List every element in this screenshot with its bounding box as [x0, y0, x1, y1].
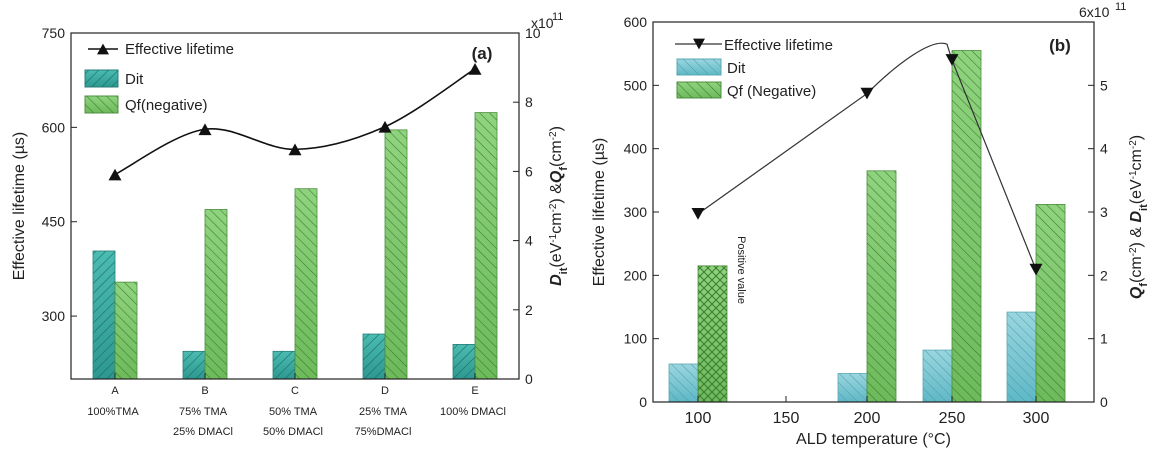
- dit-bar-hatch-b: [1007, 312, 1036, 402]
- right-tick-label-b: 1: [1100, 331, 1108, 347]
- lifetime-point-a: [468, 63, 482, 75]
- x-sublabel-a: 50% DMACl: [263, 426, 323, 438]
- qf-bar-hatch-b: [952, 50, 981, 402]
- left-axis-label-b: Effective lifetime (µs): [591, 138, 608, 287]
- right-tick-label-a: 4: [525, 233, 533, 249]
- lifetime-line-a: [114, 68, 476, 176]
- right-tick-label-a: 0: [525, 371, 533, 387]
- lifetime-point-b: [860, 87, 874, 100]
- right-axis-label-a: Dit(eV-1cm-2) &Qf(cm-2): [548, 126, 571, 286]
- panel-label-b: (b): [1049, 36, 1071, 55]
- legend-marker-b: [693, 38, 705, 50]
- lifetime-point-a: [288, 143, 302, 156]
- legend-swatch-dit-hatch-b: [677, 59, 721, 75]
- dit-bar-hatch-a: [183, 351, 205, 379]
- right-axis-label-b: Qf(cm-2) & Dit(eV-1cm-2): [1128, 135, 1151, 299]
- qf-bar-hatch-b: [867, 170, 896, 402]
- left-tick-label-a: 300: [42, 308, 66, 324]
- right-multiplier-b: 6x10: [1079, 4, 1110, 20]
- annotation-positive-value: Positive value: [735, 236, 747, 304]
- legend-swatch-dit-hatch-a: [85, 70, 118, 87]
- right-tick-label-a: 8: [525, 94, 533, 110]
- legend-swatch-qf-hatch-a: [85, 96, 118, 113]
- left-tick-label-b: 400: [624, 141, 648, 157]
- x-sublabel-a: 75%DMACl: [355, 426, 412, 438]
- legend-marker-a: [97, 43, 109, 55]
- left-tick-label-b: 0: [639, 394, 647, 410]
- x-axis-label-b: ALD temperature (°C): [796, 431, 951, 448]
- legend-label-lifetime-a: Effective lifetime: [125, 41, 234, 58]
- right-tick-label-b: 2: [1100, 267, 1108, 283]
- left-tick-label-b: 600: [624, 14, 648, 30]
- legend-label-lifetime-b: Effective lifetime: [724, 37, 833, 54]
- x-tick-label-b: 150: [773, 410, 800, 427]
- qf-bar-hatch-a: [385, 129, 407, 379]
- x-tick-label-a: C: [291, 385, 299, 397]
- qf-bar-hatch-a: [475, 112, 497, 379]
- x-tick-label-b: 250: [939, 410, 966, 427]
- dit-bar-hatch-a: [93, 250, 115, 379]
- qf-bar-hatch-a: [295, 188, 317, 379]
- right-tick-label-a: 6: [525, 163, 533, 179]
- right-multiplier-exp-b: 11: [1115, 1, 1126, 13]
- qf-bar-hatch-b: [698, 265, 727, 402]
- legend-label-dit-b: Dit: [727, 60, 746, 77]
- dit-bar-hatch-a: [453, 344, 475, 379]
- right-tick-label-b: 0: [1100, 394, 1108, 410]
- right-tick-label-b: 4: [1100, 141, 1108, 157]
- left-tick-label-a: 600: [42, 119, 66, 135]
- left-axis-label-a: Effective lifetime (µs): [11, 132, 28, 281]
- x-sublabel-a: 100% DMACl: [440, 406, 506, 418]
- x-tick-label-a: E: [471, 385, 478, 397]
- lifetime-point-b: [945, 54, 959, 66]
- panel-label-a: (a): [472, 44, 493, 63]
- left-tick-label-b: 300: [624, 204, 648, 220]
- qf-bar-hatch-a: [205, 209, 227, 379]
- x-sublabel-a: 75% TMA: [179, 406, 228, 418]
- right-tick-label-b: 3: [1100, 204, 1108, 220]
- x-sublabel-a: 100%TMA: [87, 406, 139, 418]
- lifetime-point-a: [378, 120, 392, 133]
- left-tick-label-b: 200: [624, 267, 648, 283]
- dit-bar-hatch-a: [273, 351, 295, 379]
- dit-bar-hatch-b: [838, 373, 867, 402]
- lifetime-point-b: [1029, 263, 1043, 276]
- qf-bar-hatch-a: [115, 282, 137, 379]
- x-sublabel-a: 25% DMACl: [173, 426, 233, 438]
- dit-bar-hatch-a: [363, 334, 385, 379]
- x-tick-label-b: 300: [1023, 410, 1050, 427]
- right-multiplier-exp-a: 11: [552, 11, 563, 23]
- x-sublabel-a: 50% TMA: [269, 406, 318, 418]
- legend-label-dit-a: Dit: [125, 71, 144, 88]
- x-sublabel-a: 25% TMA: [359, 406, 408, 418]
- legend-swatch-qf-hatch-b: [677, 82, 721, 98]
- lifetime-point-b: [691, 208, 705, 220]
- legend-label-qf-b: Qf (Negative): [727, 83, 816, 100]
- left-tick-label-a: 750: [42, 25, 66, 41]
- right-tick-label-a: 10: [525, 25, 541, 41]
- x-tick-label-b: 100: [685, 410, 712, 427]
- right-tick-label-a: 2: [525, 302, 533, 318]
- x-tick-label-a: B: [201, 385, 208, 397]
- left-tick-label-b: 500: [624, 77, 648, 93]
- dit-bar-hatch-b: [669, 364, 698, 402]
- right-tick-label-b: 5: [1100, 77, 1108, 93]
- legend-label-qf-a: Qf(negative): [125, 97, 208, 114]
- dit-bar-hatch-b: [923, 350, 952, 402]
- left-tick-label-b: 100: [624, 331, 648, 347]
- x-tick-label-a: D: [381, 385, 389, 397]
- lifetime-point-a: [108, 168, 122, 181]
- x-tick-label-a: A: [111, 385, 119, 397]
- x-tick-label-b: 200: [854, 410, 881, 427]
- left-tick-label-a: 450: [42, 214, 66, 230]
- qf-bar-hatch-b: [1036, 204, 1065, 402]
- right-multiplier-a: x10: [531, 15, 554, 31]
- lifetime-point-a: [198, 123, 212, 136]
